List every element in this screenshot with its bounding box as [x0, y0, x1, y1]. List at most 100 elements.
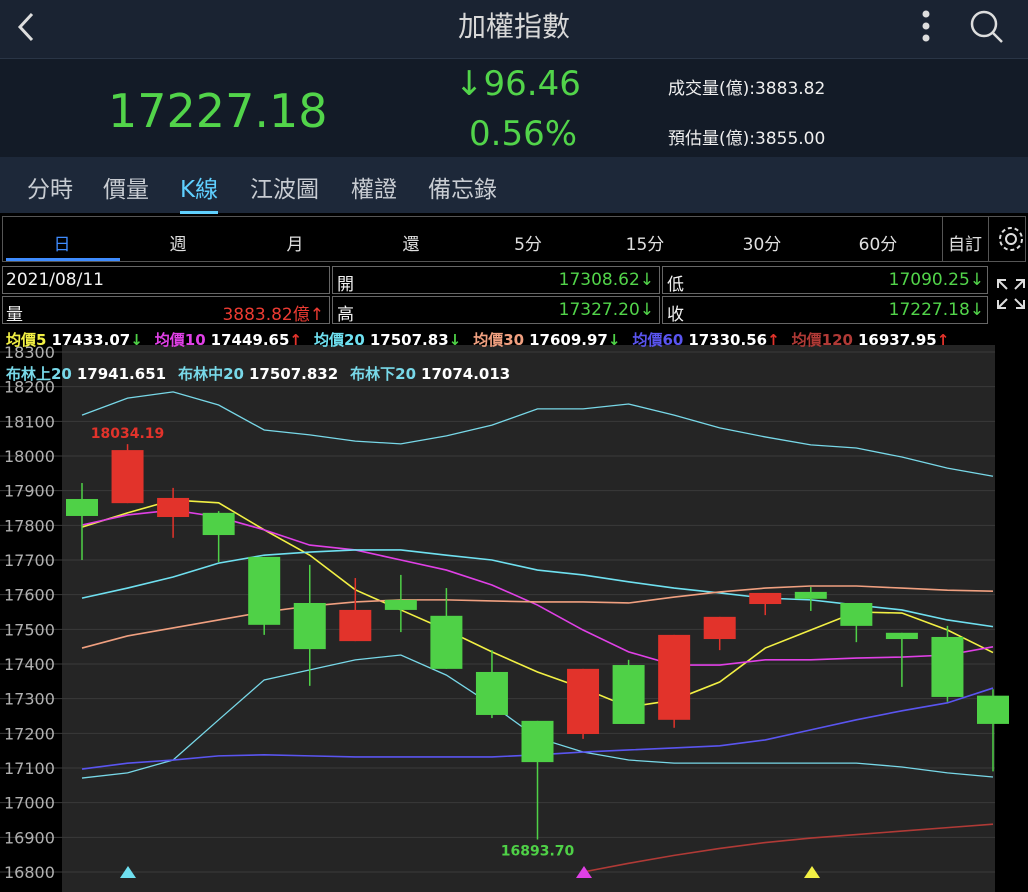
y-tick-label: 17100: [4, 759, 55, 778]
period[interactable]: 5分: [514, 235, 542, 255]
legend-name: 均價20: [314, 331, 365, 349]
period[interactable]: 週: [169, 235, 187, 255]
expand-button[interactable]: [996, 278, 1026, 312]
tab[interactable]: 價量: [103, 177, 149, 203]
y-tick-label: 17600: [4, 586, 55, 605]
period[interactable]: 還: [402, 235, 420, 255]
legend-item: 布林上20 17941.651: [6, 363, 166, 384]
info-cell: [662, 266, 988, 294]
legend-item: 布林中20 17507.832: [178, 363, 338, 384]
bollinger-legend: 布林上20 17941.651 布林中20 17507.832 布林下20 17074.0…: [6, 363, 510, 384]
search-button[interactable]: [966, 6, 1006, 46]
info-label: 高: [337, 305, 354, 325]
y-tick-label: 17700: [4, 551, 55, 570]
candle-body: [703, 616, 736, 640]
legend-value: 17941.651: [76, 365, 167, 383]
tab[interactable]: 分時: [27, 177, 73, 203]
low-label: 16893.70: [501, 844, 575, 860]
y-tick-label: 17200: [4, 724, 55, 743]
tab[interactable]: 權證: [351, 177, 397, 203]
candle-body: [66, 498, 98, 516]
legend-name: 均價30: [473, 331, 525, 349]
candle-body: [977, 695, 1009, 724]
legend-value: 17074.013: [421, 365, 511, 383]
legend-name: 均價5: [6, 331, 47, 349]
page-title: 加權指數: [457, 10, 570, 43]
candle-body: [339, 609, 372, 642]
y-tick-label: 17300: [4, 690, 55, 709]
tab-bar: [0, 157, 1028, 213]
divider: [988, 216, 989, 262]
y-tick-label: 18000: [4, 447, 55, 466]
y-tick-label: 18300: [4, 343, 55, 362]
legend-item: 均價120 16937.95↑: [792, 329, 950, 350]
ma-legend: 均價5 17433.07↓ 均價10 17449.65↑ 均價20 17507.83↓ 均價…: [6, 329, 949, 350]
indicator-line: [81, 585, 994, 649]
info-label: 開: [337, 275, 354, 295]
legend-item: 均價60 17330.56↑: [632, 329, 779, 350]
period[interactable]: 自訂: [948, 235, 982, 255]
back-button[interactable]: [14, 10, 40, 44]
legend-item: 均價10 17449.65↑: [155, 329, 302, 350]
info-label: 收: [667, 305, 684, 325]
legend-item: 均價20 17507.83↓: [314, 329, 461, 350]
candle-body: [248, 556, 281, 625]
legend-arrow: ↑: [936, 331, 950, 349]
legend-value: 17507.83: [369, 331, 449, 349]
legend-item: 布林下20 17074.013: [350, 363, 510, 384]
candle-body: [430, 615, 463, 669]
info-value: 17327.20↓: [558, 300, 654, 320]
period[interactable]: 月: [286, 235, 304, 255]
change: ↓96.46: [455, 64, 581, 104]
info-cell: [332, 296, 660, 324]
y-tick-label: 17400: [4, 655, 55, 674]
y-tick-label: 18200: [4, 378, 55, 397]
tab[interactable]: 江波圖: [250, 177, 319, 203]
candle-body: [567, 668, 600, 735]
volume: 成交量(億):3883.82: [668, 79, 826, 99]
price: 17227.18: [108, 84, 328, 138]
y-tick-label: 17500: [4, 620, 55, 639]
legend-value: 17433.07: [51, 331, 131, 349]
candle-body: [612, 665, 645, 724]
estimated-volume: 預估量(億):3855.00: [668, 129, 826, 149]
quote-panel: [0, 58, 1028, 158]
period[interactable]: 60分: [858, 235, 898, 255]
period-underline: [6, 258, 120, 261]
legend-name: 均價10: [154, 331, 206, 349]
header-bar: [0, 0, 1028, 58]
candle-body: [157, 497, 190, 518]
period-bar: [2, 216, 1026, 262]
info-cell: [332, 266, 660, 294]
candle-body: [931, 636, 964, 697]
y-tick-label: 16800: [4, 863, 55, 882]
settings-button[interactable]: [996, 224, 1026, 254]
signal-marker: [804, 866, 820, 878]
tab-active[interactable]: K線: [180, 170, 219, 214]
legend-value: 17449.65: [210, 331, 290, 349]
y-tick-label: 17000: [4, 794, 55, 813]
candle-body: [885, 632, 918, 640]
divider: [942, 216, 943, 262]
y-tick-label: 18100: [4, 412, 55, 431]
period[interactable]: 15分: [625, 235, 665, 255]
info-date: 2021/08/11: [6, 270, 104, 290]
signal-marker: [120, 866, 136, 878]
more-button[interactable]: [915, 8, 937, 44]
candle-body: [749, 592, 782, 605]
candle-body: [384, 599, 417, 610]
y-tick-label: 17900: [4, 482, 55, 501]
candle-body: [475, 671, 508, 715]
period-active[interactable]: 日: [53, 235, 71, 255]
info-value: 17308.62↓: [558, 270, 654, 290]
info-value: 3883.82億↑: [222, 305, 324, 325]
candle-body: [840, 602, 873, 626]
info-cell: [662, 296, 988, 324]
legend-arrow: ↑: [289, 331, 302, 349]
period[interactable]: 30分: [742, 235, 782, 255]
info-label: 低: [667, 275, 684, 295]
legend-value: 17507.832: [248, 365, 339, 383]
tab[interactable]: 備忘錄: [428, 177, 497, 203]
info-cell: [2, 266, 330, 294]
